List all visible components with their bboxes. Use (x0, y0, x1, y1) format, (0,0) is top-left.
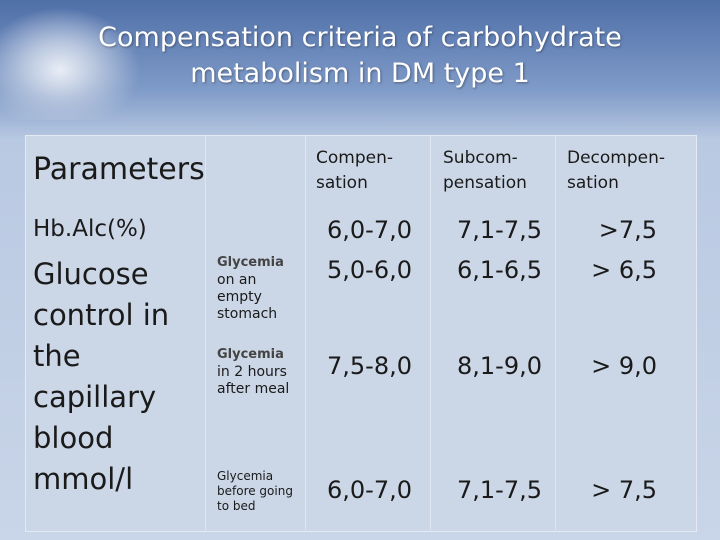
header-column: Decompen- (567, 148, 666, 168)
header-column: sation (316, 173, 368, 193)
header-column: pensation (443, 173, 527, 193)
header-column: Subcom- (443, 148, 518, 168)
group-label-line: mmol/l (33, 462, 134, 496)
cell-value: > 7,5 (591, 476, 657, 504)
column-separator (430, 135, 431, 530)
column-separator (205, 135, 206, 530)
header-parameters: Parameters (33, 152, 205, 187)
cell-value: 6,0-7,0 (327, 476, 412, 504)
sub-label-line: in 2 hours (217, 364, 287, 380)
sub-label-line: empty (217, 289, 262, 305)
cell-value: > 6,5 (591, 256, 657, 284)
row-label: Hb.Alc(%) (33, 216, 147, 242)
column-separator (555, 135, 556, 530)
sub-label-title: Glycemia (217, 469, 274, 483)
sub-label-title: Glycemia (217, 255, 284, 270)
cell-value: > 9,0 (591, 352, 657, 380)
group-label-line: capillary (33, 380, 157, 414)
cell-value: 6,1-6,5 (457, 256, 542, 284)
title-line: metabolism in DM type 1 (190, 58, 530, 89)
cell-value: >7,5 (598, 216, 657, 244)
cell-value: 7,5-8,0 (327, 352, 412, 380)
cell-value: 6,0-7,0 (327, 216, 412, 244)
cell-value: 7,1-7,5 (457, 216, 542, 244)
cell-value: 7,1-7,5 (457, 476, 542, 504)
sub-label-line: before going (217, 484, 293, 498)
group-label-line: the (33, 339, 81, 373)
sub-label-line: stomach (217, 306, 278, 322)
group-label-line: blood (33, 421, 114, 455)
sub-label-line: after meal (217, 381, 290, 397)
surgeon-photo (0, 0, 150, 120)
sub-label-line: on an (217, 272, 257, 288)
header-column: Compen- (316, 148, 393, 168)
title-line: Compensation criteria of carbohydrate (98, 22, 622, 53)
header-column: sation (567, 173, 619, 193)
group-label-line: control in (33, 298, 170, 332)
group-label-line: Glucose (33, 257, 149, 291)
column-separator (305, 135, 306, 530)
table-panel (25, 135, 697, 532)
cell-value: 8,1-9,0 (457, 352, 542, 380)
sub-label-title: Glycemia (217, 347, 284, 362)
sub-label-line: to bed (217, 499, 256, 513)
cell-value: 5,0-6,0 (327, 256, 412, 284)
